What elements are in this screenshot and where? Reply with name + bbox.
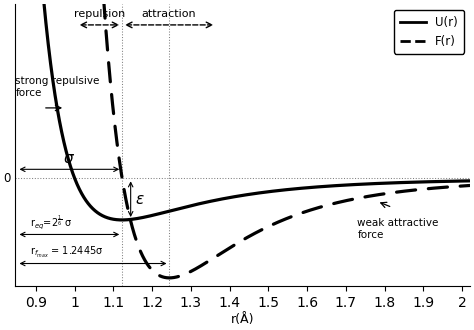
X-axis label: r(Å): r(Å) [230,313,254,326]
Text: r$_{eq}$=2$^{\frac{1}{6}}$ σ: r$_{eq}$=2$^{\frac{1}{6}}$ σ [30,213,73,231]
Text: ε: ε [135,192,144,207]
Text: weak attractive
force: weak attractive force [357,218,439,240]
Text: attraction: attraction [142,9,196,19]
Text: σ: σ [64,151,73,166]
Text: 0: 0 [3,172,11,185]
Text: r$_{f_{max}}$ = 1.2445σ: r$_{f_{max}}$ = 1.2445σ [30,245,103,260]
Legend: U(r), F(r): U(r), F(r) [394,10,464,54]
Text: strong repulsive
force: strong repulsive force [16,76,100,98]
Text: repulsion: repulsion [74,9,125,19]
